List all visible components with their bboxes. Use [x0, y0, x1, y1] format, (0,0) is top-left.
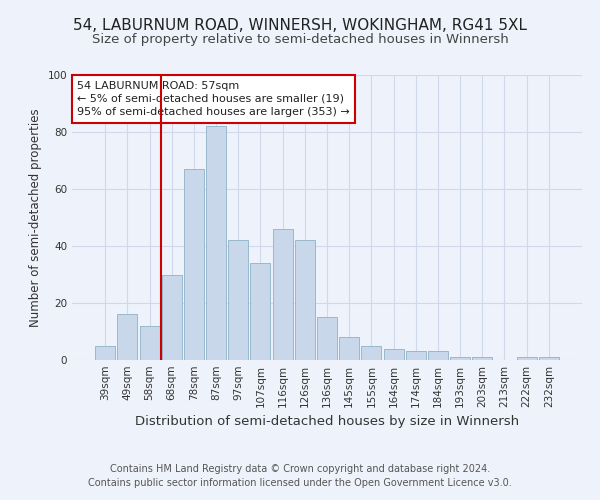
Bar [118, 314, 137, 360]
Text: Size of property relative to semi-detached houses in Winnersh: Size of property relative to semi-detach… [92, 32, 508, 46]
Bar [272, 229, 293, 360]
Bar [140, 326, 160, 360]
Text: 54 LABURNUM ROAD: 57sqm
← 5% of semi-detached houses are smaller (19)
95% of sem: 54 LABURNUM ROAD: 57sqm ← 5% of semi-det… [77, 80, 350, 117]
Bar [184, 169, 204, 360]
Bar [228, 240, 248, 360]
Bar [317, 318, 337, 360]
Text: 54, LABURNUM ROAD, WINNERSH, WOKINGHAM, RG41 5XL: 54, LABURNUM ROAD, WINNERSH, WOKINGHAM, … [73, 18, 527, 32]
Bar [206, 126, 226, 360]
Bar [428, 352, 448, 360]
Y-axis label: Number of semi-detached properties: Number of semi-detached properties [29, 108, 42, 327]
Text: Contains HM Land Registry data © Crown copyright and database right 2024.
Contai: Contains HM Land Registry data © Crown c… [88, 464, 512, 487]
Bar [295, 240, 315, 360]
X-axis label: Distribution of semi-detached houses by size in Winnersh: Distribution of semi-detached houses by … [135, 416, 519, 428]
Bar [162, 274, 182, 360]
Bar [383, 348, 404, 360]
Bar [406, 352, 426, 360]
Bar [450, 357, 470, 360]
Bar [472, 357, 492, 360]
Bar [361, 346, 382, 360]
Bar [95, 346, 115, 360]
Bar [539, 357, 559, 360]
Bar [339, 337, 359, 360]
Bar [250, 263, 271, 360]
Bar [517, 357, 536, 360]
